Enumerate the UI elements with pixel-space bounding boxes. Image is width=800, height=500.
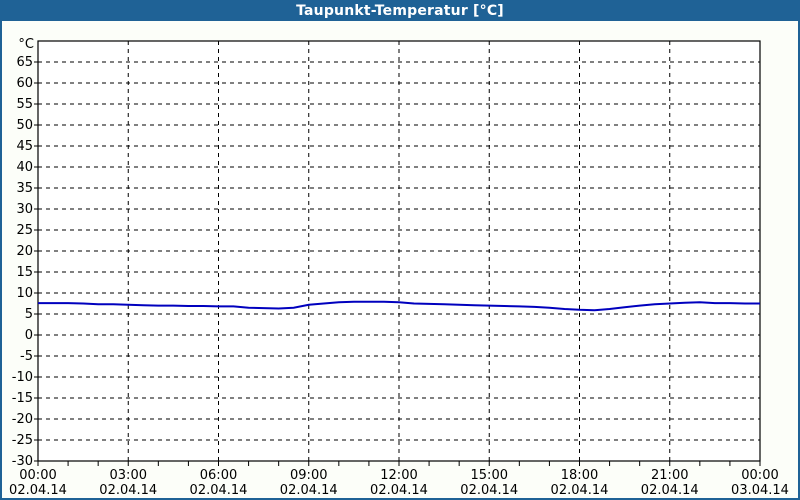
x-tick-time-label: 09:00 (290, 468, 327, 483)
chart-title: Taupunkt-Temperatur [°C] (296, 2, 504, 19)
x-tick-time-label: 06:00 (200, 468, 237, 483)
y-tick-label: 60 (16, 76, 33, 91)
x-tick-date-label: 02.04.14 (190, 483, 248, 498)
x-tick-date-label: 02.04.14 (9, 483, 67, 498)
window-border-bottom (0, 498, 800, 500)
y-tick-label: 35 (16, 181, 33, 196)
y-tick-labels: 65605550454035302520151050-5-10-15-20-25… (12, 55, 33, 469)
y-tick-label: -15 (12, 391, 33, 406)
x-tick-time-label: 21:00 (651, 468, 688, 483)
x-tick-time-label: 03:00 (110, 468, 147, 483)
y-tick-label: -25 (12, 433, 33, 448)
y-axis-unit-label: °C (18, 37, 34, 52)
x-tick-date-label: 02.04.14 (641, 483, 699, 498)
x-tick-date-label: 02.04.14 (99, 483, 157, 498)
y-tick-label: 50 (16, 118, 33, 133)
y-tick-label: 15 (16, 265, 33, 280)
x-tick-date-label: 02.04.14 (280, 483, 338, 498)
window-border-left (0, 21, 2, 500)
y-tick-label: 0 (25, 328, 33, 343)
y-tick-label: -10 (12, 370, 33, 385)
y-tick-label: 55 (16, 97, 33, 112)
plot-frame (37, 40, 761, 462)
y-tick-label: 45 (16, 139, 33, 154)
x-tick-time-label: 00:00 (19, 468, 56, 483)
x-tick-date-label: 03.04.14 (731, 483, 789, 498)
y-tick-label: 65 (16, 55, 33, 70)
y-tick-label: 5 (25, 307, 33, 322)
x-tick-date-label: 02.04.14 (460, 483, 518, 498)
y-tick-label: -30 (12, 454, 33, 469)
y-tick-label: 10 (16, 286, 33, 301)
window-border-right (798, 21, 800, 500)
y-tick-label: 40 (16, 160, 33, 175)
x-ticks (37, 461, 761, 466)
y-tick-label: 20 (16, 244, 33, 259)
x-tick-time-label: 12:00 (380, 468, 417, 483)
x-tick-time-label: 00:00 (741, 468, 778, 483)
y-ticks (34, 61, 38, 462)
x-tick-date-label: 02.04.14 (551, 483, 609, 498)
y-tick-label: -20 (12, 412, 33, 427)
x-tick-time-label: 18:00 (561, 468, 598, 483)
y-tick-label: -5 (20, 349, 33, 364)
series-line (38, 300, 760, 312)
x-gridlines (127, 41, 671, 461)
x-tick-date-label: 02.04.14 (370, 483, 428, 498)
x-tick-labels: 00:0002.04.1403:0002.04.1406:0002.04.140… (9, 468, 789, 498)
y-tick-label: 30 (16, 202, 33, 217)
x-tick-time-label: 15:00 (471, 468, 508, 483)
chart-title-bar: Taupunkt-Temperatur [°C] (0, 0, 800, 21)
y-tick-label: 25 (16, 223, 33, 238)
